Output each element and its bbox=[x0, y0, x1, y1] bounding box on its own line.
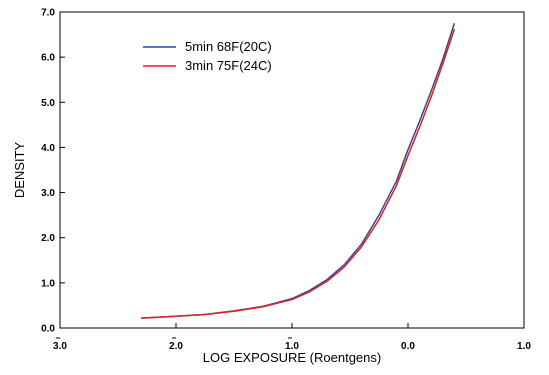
y-tick-label: 4.0 bbox=[41, 143, 55, 154]
y-axis-title: DENSITY bbox=[12, 142, 27, 199]
legend: 5min 68F(20C) 3min 75F(24C) bbox=[143, 39, 272, 73]
x-axis-title: LOG EXPOSURE (Roentgens) bbox=[203, 350, 381, 365]
y-axis: 0.0 1.0 2.0 3.0 4.0 5.0 6.0 7.0 bbox=[41, 8, 65, 335]
x-axis: 3.0 2.0 1.0 0.0 1.0 bbox=[53, 323, 531, 352]
x-tick-label: 1.0 bbox=[517, 341, 531, 352]
series-line-1 bbox=[141, 28, 456, 319]
y-tick-label: 6.0 bbox=[41, 53, 55, 64]
x-tick-label: 1.0 bbox=[285, 341, 299, 352]
y-tick-label: 0.0 bbox=[41, 324, 55, 335]
y-tick-label: 5.0 bbox=[41, 98, 55, 109]
legend-label-0: 5min 68F(20C) bbox=[185, 39, 272, 54]
plot-frame bbox=[59, 11, 525, 329]
legend-label-1: 3min 75F(24C) bbox=[185, 58, 272, 73]
y-tick-label: 7.0 bbox=[41, 8, 55, 19]
y-tick-label: 3.0 bbox=[41, 188, 55, 199]
series-layer bbox=[141, 23, 456, 319]
y-tick-label: 1.0 bbox=[41, 278, 55, 289]
x-tick-label: 0.0 bbox=[401, 341, 415, 352]
y-tick-label: 2.0 bbox=[41, 233, 55, 244]
x-tick-label: 3.0 bbox=[53, 341, 67, 352]
x-tick-label: 2.0 bbox=[169, 341, 183, 352]
